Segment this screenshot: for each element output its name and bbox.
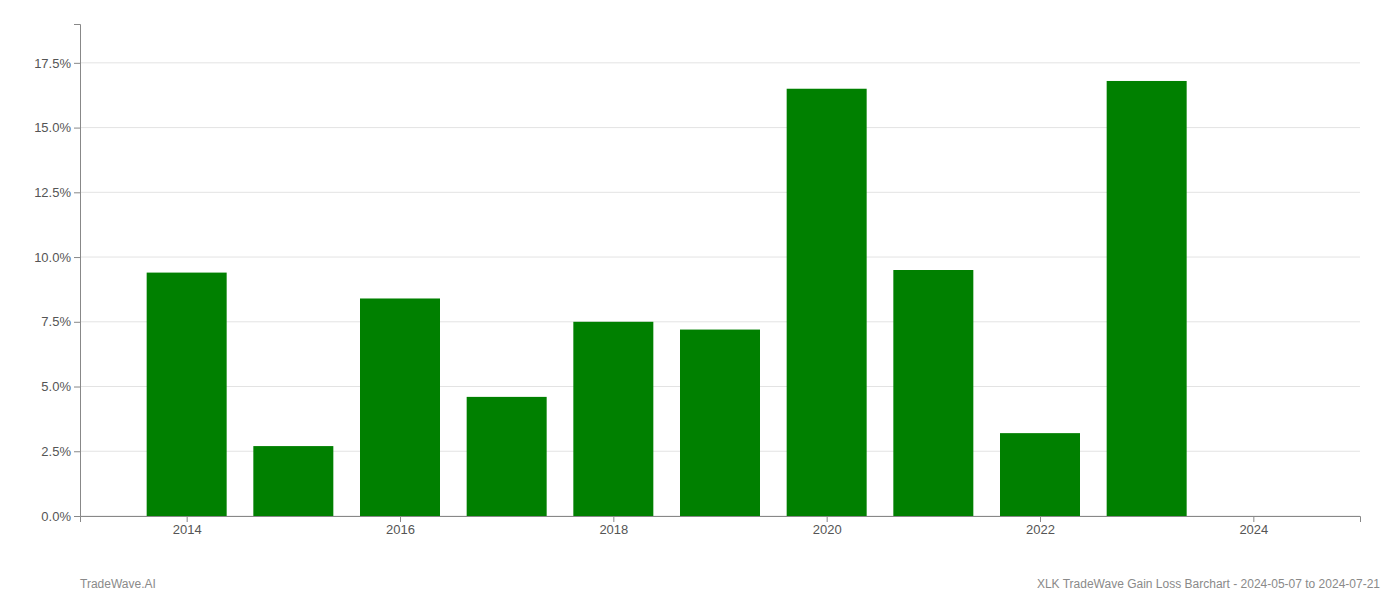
x-tick: 2024 bbox=[1239, 516, 1268, 537]
x-tick: 2016 bbox=[386, 516, 415, 537]
y-tick-mark bbox=[74, 128, 80, 129]
x-tick-label: 2020 bbox=[813, 522, 842, 537]
x-tick-label: 2018 bbox=[599, 522, 628, 537]
annotations: TradeWave.AI XLK TradeWave Gain Loss Barc… bbox=[80, 577, 1380, 591]
y-tick-label: 15.0% bbox=[34, 120, 71, 135]
bar bbox=[360, 298, 440, 516]
y-tick-label: 17.5% bbox=[34, 56, 71, 71]
x-tick-mark bbox=[827, 516, 828, 522]
x-tick-label: 2024 bbox=[1239, 522, 1268, 537]
x-tick-mark bbox=[400, 516, 401, 522]
chart-container: 2014 2016 2018 2020 2022 2024 0.0% 2.5% 5.0% 7.5%… bbox=[0, 0, 1400, 600]
x-tick-mark bbox=[1253, 516, 1254, 522]
x-axis: 2014 2016 2018 2020 2022 2024 bbox=[81, 516, 1361, 537]
bar bbox=[147, 273, 227, 516]
y-tick-label: 10.0% bbox=[34, 250, 71, 265]
bars bbox=[147, 81, 1187, 516]
x-tick-label: 2022 bbox=[1026, 522, 1055, 537]
x-tick-mark bbox=[1040, 516, 1041, 522]
bar bbox=[680, 330, 760, 516]
grid bbox=[80, 63, 1360, 516]
y-tick-label: 7.5% bbox=[41, 314, 71, 329]
x-tick: 2022 bbox=[1026, 516, 1055, 537]
y-axis: 0.0% 2.5% 5.0% 7.5% 10.0% 12.5% 15.0% 17.5% bbox=[34, 25, 80, 524]
y-tick-mark bbox=[74, 63, 80, 64]
y-tick: 12.5% bbox=[34, 185, 80, 200]
chart-svg: 2014 2016 2018 2020 2022 2024 0.0% 2.5% 5.0% 7.5%… bbox=[0, 0, 1400, 600]
bar bbox=[467, 397, 547, 516]
x-tick-mark bbox=[613, 516, 614, 522]
bar bbox=[893, 270, 973, 516]
y-axis-line bbox=[74, 25, 81, 517]
y-tick: 7.5% bbox=[41, 314, 80, 329]
y-tick-label: 0.0% bbox=[41, 509, 71, 524]
y-tick: 15.0% bbox=[34, 120, 80, 135]
bar bbox=[253, 446, 333, 516]
x-tick: 2020 bbox=[813, 516, 842, 537]
y-tick-mark bbox=[74, 516, 80, 517]
footer-text: XLK TradeWave Gain Loss Barchart - 2024-… bbox=[1037, 577, 1380, 591]
bar bbox=[1000, 433, 1080, 516]
y-tick: 0.0% bbox=[41, 509, 80, 524]
x-tick-mark bbox=[187, 516, 188, 522]
y-tick-mark bbox=[74, 387, 80, 388]
y-tick: 17.5% bbox=[34, 56, 80, 71]
y-tick-label: 2.5% bbox=[41, 444, 71, 459]
y-tick-mark bbox=[74, 322, 80, 323]
y-tick: 5.0% bbox=[41, 379, 80, 394]
bar bbox=[573, 322, 653, 516]
x-tick: 2018 bbox=[599, 516, 628, 537]
y-tick-label: 5.0% bbox=[41, 379, 71, 394]
footer-text: TradeWave.AI bbox=[80, 577, 156, 591]
y-tick-mark bbox=[74, 192, 80, 193]
bar bbox=[1107, 81, 1187, 516]
x-axis-line bbox=[81, 517, 1361, 523]
x-tick-label: 2014 bbox=[173, 522, 202, 537]
x-tick: 2014 bbox=[173, 516, 202, 537]
y-tick-mark bbox=[74, 257, 80, 258]
bar bbox=[787, 89, 867, 516]
grid-line bbox=[80, 62, 1360, 63]
x-tick-label: 2016 bbox=[386, 522, 415, 537]
y-tick-mark bbox=[74, 451, 80, 452]
y-tick: 2.5% bbox=[41, 444, 80, 459]
background bbox=[0, 0, 1400, 600]
y-tick-label: 12.5% bbox=[34, 185, 71, 200]
y-tick: 10.0% bbox=[34, 250, 80, 265]
